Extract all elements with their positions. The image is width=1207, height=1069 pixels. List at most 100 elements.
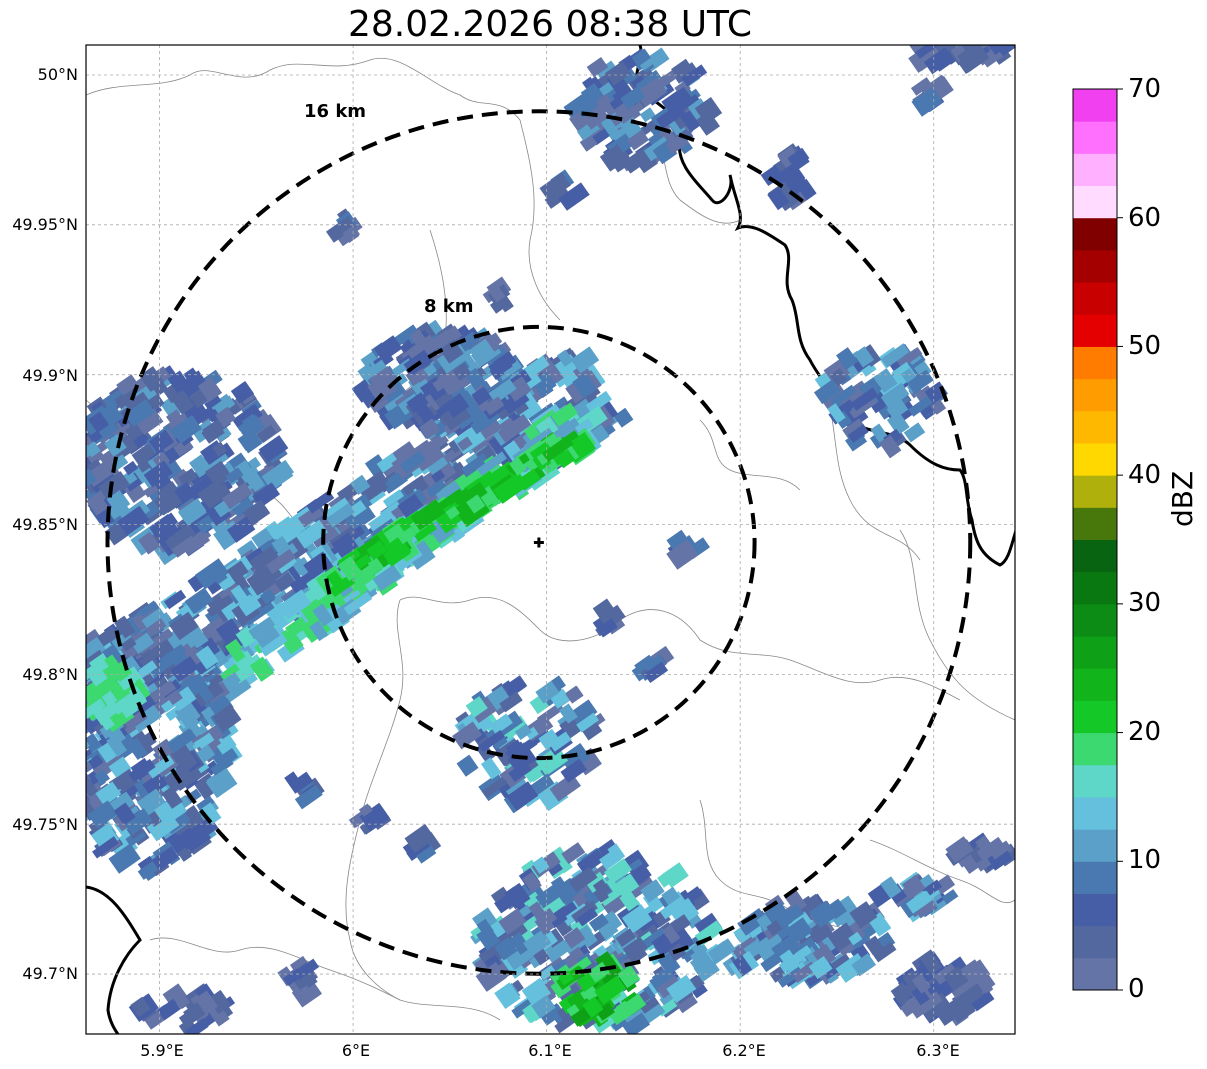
echo-cell bbox=[169, 686, 197, 712]
echo-cell bbox=[558, 970, 574, 986]
echo-cell bbox=[872, 941, 897, 963]
echo-cell bbox=[457, 436, 473, 452]
echo-cell bbox=[148, 429, 175, 454]
echo-cell bbox=[171, 535, 198, 558]
echo-cell bbox=[152, 841, 174, 860]
echo-cell bbox=[183, 367, 198, 381]
echo-cell bbox=[86, 444, 94, 461]
echo-cell bbox=[179, 809, 204, 833]
colorbar-segment bbox=[1073, 410, 1117, 444]
echo-cell bbox=[182, 711, 200, 730]
echo-cell bbox=[354, 553, 372, 570]
echo-cell bbox=[484, 954, 502, 971]
echo-cell bbox=[204, 460, 233, 488]
echo-cell bbox=[569, 432, 597, 460]
y-tick-label: 49.8°N bbox=[22, 665, 78, 684]
echo-cell bbox=[231, 497, 255, 518]
colorbar-segment bbox=[1073, 796, 1117, 830]
echo-cell bbox=[941, 889, 959, 905]
echo-cell bbox=[638, 49, 664, 71]
echo-cell bbox=[211, 395, 236, 417]
colorbar-segment bbox=[1073, 314, 1117, 347]
echo-cell bbox=[306, 490, 335, 514]
echo-cell bbox=[283, 635, 304, 655]
echo-cell bbox=[550, 876, 571, 898]
echo-cell bbox=[95, 509, 115, 529]
echo-cell bbox=[120, 637, 137, 652]
echo-cell bbox=[452, 721, 483, 750]
echo-cell bbox=[813, 379, 841, 405]
range-ring bbox=[321, 324, 757, 761]
echo-cell bbox=[111, 693, 136, 715]
echo-cell bbox=[497, 359, 523, 381]
colorbar-title: dBZ bbox=[1166, 470, 1199, 527]
colorbar bbox=[1072, 88, 1123, 991]
echo-cell bbox=[269, 516, 301, 548]
echo-cell bbox=[534, 371, 557, 395]
echo-cell bbox=[242, 499, 271, 526]
echo-cell bbox=[194, 558, 229, 590]
echo-cell bbox=[162, 983, 188, 1008]
echo-cell bbox=[166, 727, 197, 754]
echo-cell bbox=[907, 45, 933, 54]
echo-cell bbox=[836, 347, 858, 370]
echo-cell bbox=[849, 901, 878, 929]
echo-cell bbox=[173, 992, 190, 1009]
echo-cell bbox=[559, 742, 591, 773]
echo-cell bbox=[657, 868, 678, 888]
echo-cell bbox=[161, 786, 183, 809]
echo-cell bbox=[149, 512, 179, 538]
echo-cell bbox=[216, 736, 237, 755]
echo-cell bbox=[965, 45, 985, 63]
echo-cell bbox=[827, 403, 846, 424]
echo-cell bbox=[283, 968, 303, 986]
echo-cell bbox=[373, 335, 403, 362]
echo-cell bbox=[910, 77, 932, 96]
echo-cell bbox=[549, 688, 571, 709]
echo-cell bbox=[597, 1004, 615, 1021]
echo-cell bbox=[639, 927, 668, 951]
echo-cell bbox=[249, 656, 275, 682]
echo-cell bbox=[795, 945, 812, 961]
echo-cell bbox=[86, 733, 89, 763]
echo-cell bbox=[506, 781, 539, 811]
echo-cell bbox=[569, 699, 598, 726]
y-tick-label: 50°N bbox=[37, 65, 78, 84]
echo-cell bbox=[184, 645, 205, 667]
echo-cell bbox=[97, 741, 118, 764]
echo-cell bbox=[903, 422, 926, 443]
echo-cell bbox=[514, 723, 532, 741]
echo-cell bbox=[580, 984, 599, 1004]
echo-cell bbox=[86, 453, 96, 482]
echo-cell bbox=[156, 481, 178, 500]
echo-cell bbox=[86, 468, 98, 494]
echo-cell bbox=[540, 1004, 565, 1026]
echo-cell bbox=[864, 935, 884, 955]
echo-cell bbox=[615, 928, 636, 948]
echo-cell bbox=[476, 925, 501, 951]
colorbar-segment bbox=[1073, 346, 1117, 380]
echo-cell bbox=[110, 678, 131, 700]
echo-cell bbox=[478, 730, 505, 753]
colorbar-segment bbox=[1073, 893, 1117, 927]
echo-cell bbox=[151, 846, 179, 871]
echo-cell bbox=[393, 324, 419, 346]
echo-cell bbox=[231, 603, 252, 626]
echo-cell bbox=[580, 83, 605, 107]
echo-cell bbox=[737, 908, 768, 936]
echo-cell bbox=[106, 734, 128, 757]
echo-cell bbox=[108, 843, 141, 874]
echo-cell bbox=[254, 624, 280, 648]
echo-cell bbox=[595, 60, 618, 80]
echo-cell bbox=[461, 453, 492, 480]
echo-cell bbox=[809, 900, 837, 928]
echo-cell bbox=[271, 535, 290, 554]
echo-cell bbox=[767, 186, 790, 211]
echo-cell bbox=[674, 990, 698, 1014]
echo-cell bbox=[170, 744, 194, 767]
echo-cell bbox=[456, 754, 479, 777]
echo-cell bbox=[879, 435, 902, 459]
echo-cell bbox=[530, 773, 555, 796]
echo-cell bbox=[694, 96, 723, 125]
echo-cell bbox=[215, 406, 237, 428]
